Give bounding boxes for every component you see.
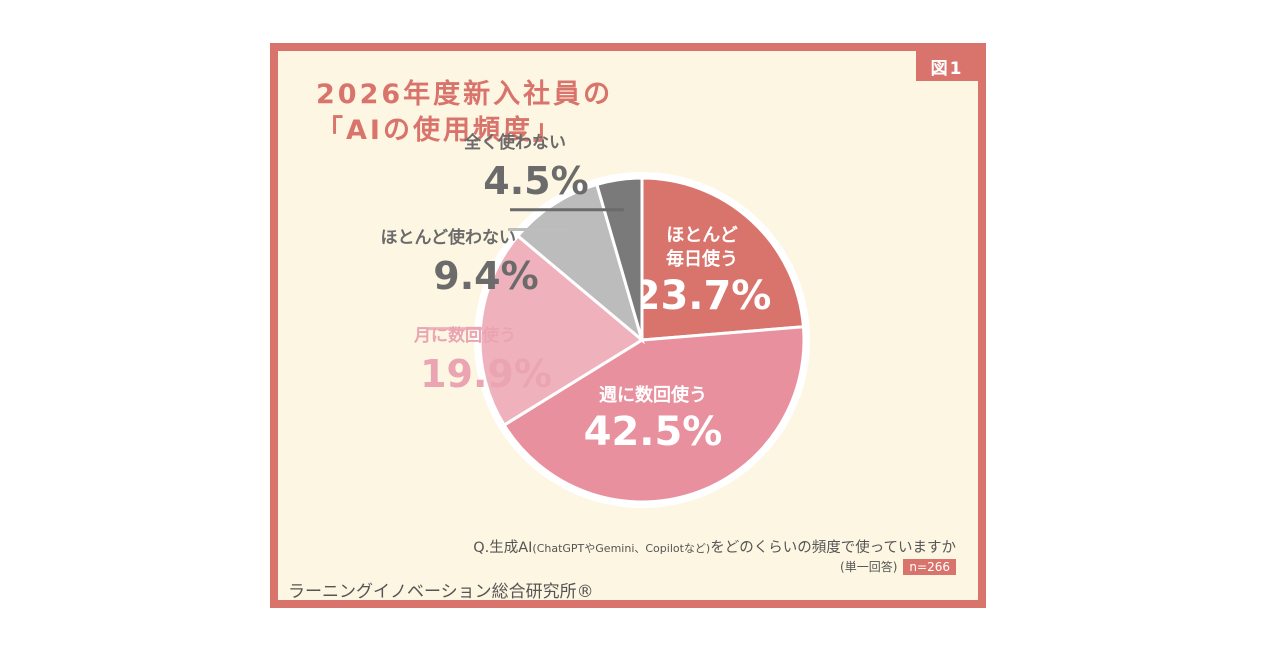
chart-title-line2: 「AIの使用頻度」 bbox=[316, 115, 563, 146]
slice-value-label: 4.5% bbox=[483, 159, 588, 203]
slice-label-4: ほとんど使わない 9.4% bbox=[381, 227, 539, 298]
slice-category-label: ほとんど使わない bbox=[381, 227, 517, 248]
slice-category-label: 全く使わない bbox=[463, 132, 566, 153]
organization-name: ラーニングイノベーション総合研究所® bbox=[288, 582, 594, 602]
slice-label-2: 週に数回使う 42.5% bbox=[584, 384, 723, 455]
slice-category-label: 週に数回使う bbox=[599, 384, 707, 406]
question-suffix: をどのくらいの頻度で使っていますか bbox=[710, 540, 956, 556]
chart-title: 2026年度新入社員の 「AIの使用頻度」 bbox=[316, 77, 613, 149]
slice-label-5: 全く使わない 4.5% bbox=[463, 132, 589, 203]
figure-card: 図1 2026年度新入社員の 「AIの使用頻度」 ほとんど 毎日使う 23.7% 週に… bbox=[270, 43, 986, 608]
pie-slice-1 bbox=[640, 176, 806, 342]
slice-value-label: 9.4% bbox=[433, 254, 538, 298]
figure-tag: 図1 bbox=[916, 51, 978, 81]
pie-slice-5 bbox=[594, 176, 644, 341]
question-paren: (ChatGPTやGemini、Copilotなど) bbox=[532, 542, 711, 555]
pie-slice-4 bbox=[515, 182, 645, 345]
slice-value-label: 19.9% bbox=[420, 352, 552, 396]
pie-slice-2 bbox=[502, 325, 806, 504]
slice-value-label: 23.7% bbox=[633, 273, 772, 319]
answer-type-note: (単一回答) bbox=[840, 560, 898, 574]
sample-size-badge: n=266 bbox=[903, 558, 956, 575]
slice-category-label: 毎日使う bbox=[666, 248, 738, 270]
sample-info: (単一回答) n=266 bbox=[840, 558, 956, 575]
question-prefix: Q.生成AI bbox=[473, 540, 533, 556]
chart-title-line1: 2026年度新入社員の bbox=[316, 79, 614, 110]
slice-value-label: 42.5% bbox=[584, 409, 723, 455]
slice-category-label: ほとんど bbox=[666, 225, 737, 246]
slice-category-label: 月に数回使う bbox=[413, 325, 516, 346]
slice-label-3: 月に数回使う 19.9% bbox=[413, 325, 552, 396]
survey-question: Q.生成AI(ChatGPTやGemini、Copilotなど)をどのくらいの頻… bbox=[473, 536, 956, 557]
